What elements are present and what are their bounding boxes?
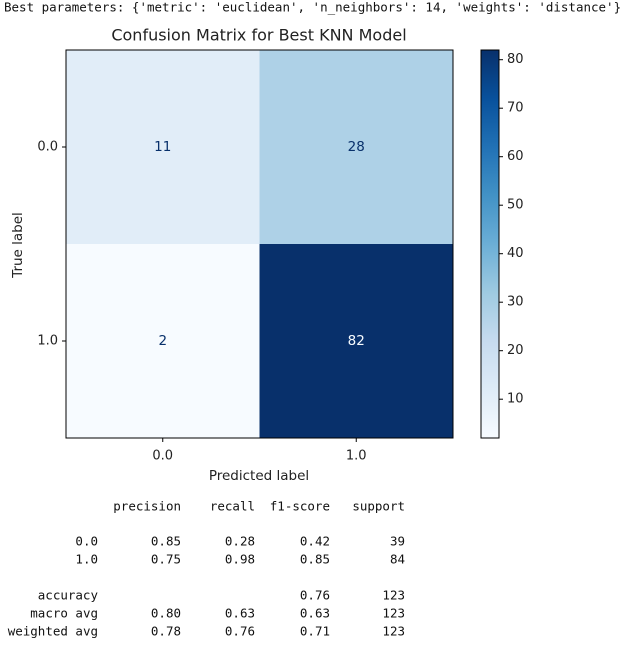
colorbar-tick-label: 70 (507, 101, 524, 116)
colorbar-tick-label: 10 (507, 392, 524, 407)
report-cell: 123 (382, 588, 405, 603)
colorbar-tick-label: 80 (507, 52, 524, 67)
heatmap-cell (259, 244, 453, 438)
report-cell: 0.71 (300, 624, 330, 639)
colorbar-tick-label: 30 (507, 295, 524, 310)
report-row-label: macro avg (30, 606, 98, 621)
report-row-label: 1.0 (75, 552, 98, 567)
report-cell: 0.28 (225, 534, 255, 549)
report-header: precision (113, 499, 181, 514)
colorbar-tick-label: 60 (507, 149, 524, 164)
report-header: recall (210, 499, 255, 514)
report-cell: 39 (390, 534, 405, 549)
report-cell: 0.76 (225, 624, 255, 639)
chart-title: Confusion Matrix for Best KNN Model (111, 26, 406, 45)
report-cell: 0.85 (300, 552, 330, 567)
heatmap-cell (66, 244, 260, 438)
y-axis-label: True label (10, 212, 26, 279)
report-header: f1-score (270, 499, 330, 514)
y-tick-label: 1.0 (37, 334, 58, 349)
report-cell: 123 (382, 624, 405, 639)
x-tick-label: 1.0 (346, 449, 367, 464)
report-cell: 0.63 (225, 606, 255, 621)
cell-label: 11 (154, 139, 171, 155)
colorbar (480, 49, 500, 439)
colorbar-tick-label: 40 (507, 246, 524, 261)
report-cell: 0.75 (151, 552, 181, 567)
cell-label: 2 (158, 333, 167, 349)
report-cell: 0.85 (151, 534, 181, 549)
report-cell: 0.98 (225, 552, 255, 567)
report-cell: 0.80 (151, 606, 181, 621)
cell-label: 82 (348, 333, 365, 349)
report-cell: 0.42 (300, 534, 330, 549)
report-cell: 0.78 (151, 624, 181, 639)
report-cell: 0.76 (300, 588, 330, 603)
report-cell: 123 (382, 606, 405, 621)
report-cell: 0.63 (300, 606, 330, 621)
heatmap-cell (259, 50, 453, 244)
cell-label: 28 (348, 139, 365, 155)
colorbar-tick-label: 50 (507, 198, 524, 213)
report-header: support (352, 499, 405, 514)
x-tick-label: 0.0 (152, 449, 173, 464)
x-axis-label: Predicted label (209, 468, 309, 484)
plot-frame (65, 49, 454, 439)
y-tick-label: 0.0 (37, 140, 58, 155)
report-row-label: weighted avg (8, 624, 98, 639)
output-line: Best parameters: {'metric': 'euclidean',… (4, 0, 621, 15)
report-row-label: 0.0 (75, 534, 98, 549)
report-cell: 84 (390, 552, 405, 567)
colorbar-tick-label: 20 (507, 343, 524, 358)
report-row-label: accuracy (38, 588, 99, 603)
heatmap-cell (66, 50, 260, 244)
